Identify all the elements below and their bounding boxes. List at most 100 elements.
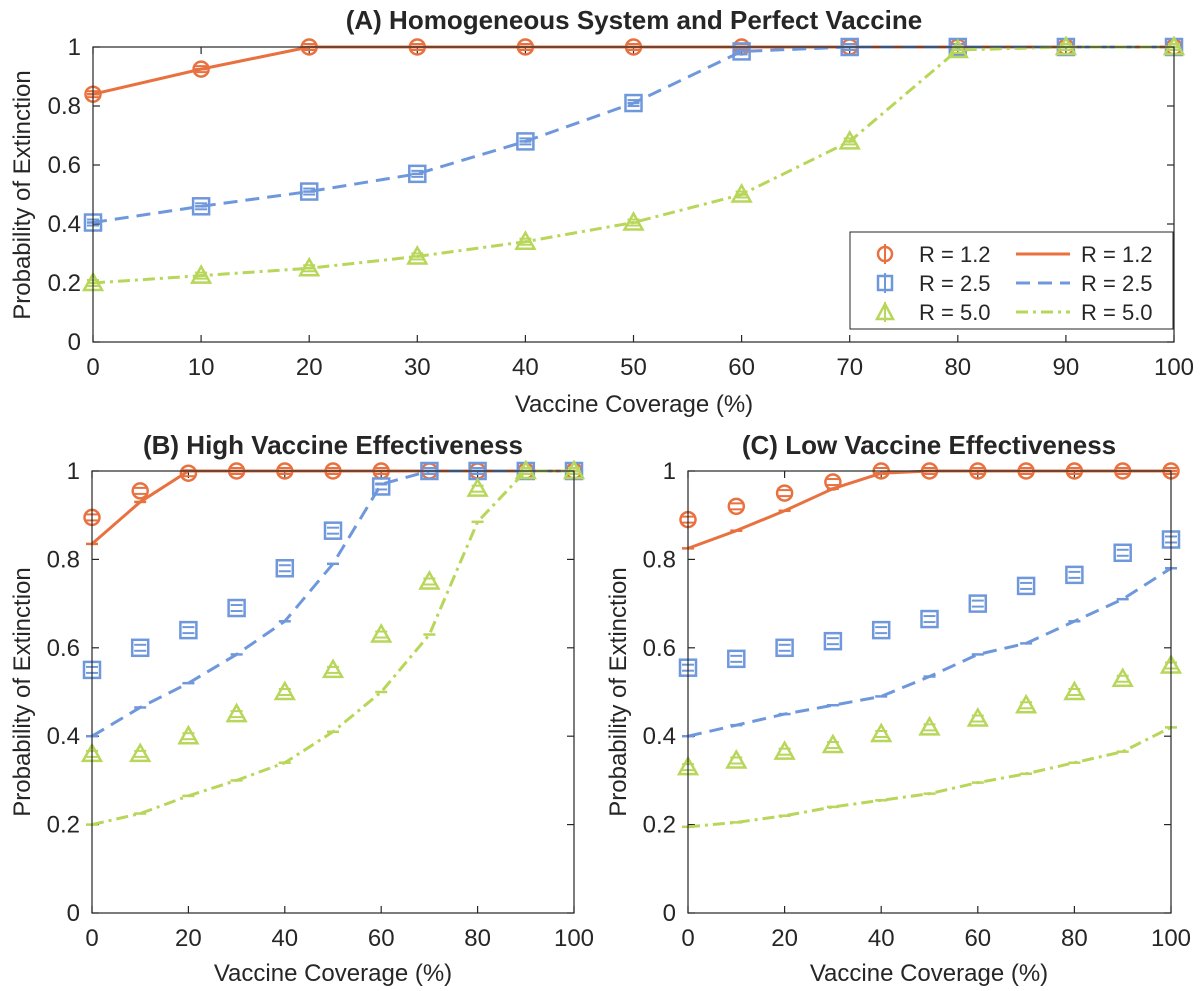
panel-a-ticks: 0 10 20 30 40 50 60 70 80 90 100 0 0.2 0.4 0.6 0.8 1 xyxy=(48,34,1194,381)
x-tick-label: 80 xyxy=(464,925,491,952)
x-tick-label: 20 xyxy=(175,925,202,952)
legend-entry-line-r12: R = 1.2 xyxy=(1016,242,1153,267)
panel-c-xlabel: Vaccine Coverage (%) xyxy=(810,960,1048,987)
marker-triangle-r50 xyxy=(514,459,537,480)
y-tick-label: 0.6 xyxy=(48,152,81,179)
x-tick-label: 30 xyxy=(404,354,431,381)
marker-circle-r12 xyxy=(727,497,746,516)
x-tick-label: 100 xyxy=(1151,925,1191,952)
marker-square-r25 xyxy=(732,42,751,61)
marker-square-r25 xyxy=(275,558,295,578)
marker-square-r25 xyxy=(227,598,246,618)
legend-entry-marker-r50: R = 5.0 xyxy=(874,300,991,325)
y-tick-label: 0 xyxy=(663,900,676,927)
marker-triangle-r50 xyxy=(418,569,441,590)
marker-triangle-r50 xyxy=(966,706,989,727)
marker-triangle-r50 xyxy=(870,722,893,743)
y-tick-label: 1 xyxy=(663,458,676,485)
marker-square-r25 xyxy=(516,132,535,151)
panel-b-ylabel: Probability of Extinction xyxy=(9,567,36,816)
marker-square-r25 xyxy=(179,620,198,640)
panel-a-title: (A) Homogeneous System and Perfect Vacci… xyxy=(346,5,923,35)
x-tick-label: 20 xyxy=(771,925,798,952)
marker-square-r25 xyxy=(1016,576,1036,596)
marker-triangle-r50 xyxy=(773,740,796,760)
marker-triangle-r50 xyxy=(321,658,345,679)
series-line-r50 xyxy=(687,726,1172,829)
x-tick-label: 0 xyxy=(681,925,694,952)
legend-label: R = 2.5 xyxy=(919,271,991,296)
panel-b-xlabel: Vaccine Coverage (%) xyxy=(214,960,452,987)
marker-square-r25 xyxy=(823,631,843,651)
marker-triangle-r50 xyxy=(821,733,845,754)
marker-circle-r12 xyxy=(131,482,149,500)
panel-b-title: (B) High Vaccine Effectiveness xyxy=(143,430,523,460)
marker-triangle-r50 xyxy=(725,748,748,769)
y-tick-label: 0.6 xyxy=(47,635,80,662)
y-tick-label: 0.4 xyxy=(47,723,80,750)
panel-b-plot xyxy=(80,459,586,827)
x-tick-label: 60 xyxy=(964,925,991,952)
panel-b: (B) High Vaccine Effectiveness Vaccine C… xyxy=(9,430,594,987)
marker-triangle-r50 xyxy=(622,210,645,231)
marker-circle-r12 xyxy=(775,484,794,502)
panel-a: (A) Homogeneous System and Perfect Vacci… xyxy=(9,5,1194,418)
legend-triangle-marker xyxy=(874,301,896,321)
x-tick-label: 10 xyxy=(188,354,215,381)
legend-label: R = 2.5 xyxy=(1081,271,1153,296)
panel-c-ylabel: Probability of Extinction xyxy=(605,567,632,816)
y-tick-label: 1 xyxy=(68,34,81,61)
x-tick-label: 70 xyxy=(836,354,863,381)
marker-triangle-r50 xyxy=(838,129,861,150)
marker-triangle-r50 xyxy=(225,702,248,723)
marker-square-r25 xyxy=(727,649,746,669)
panel-c-axes-box xyxy=(687,470,1172,914)
marker-square-r25 xyxy=(1065,565,1084,585)
series-line-r50 xyxy=(91,469,574,827)
marker-triangle-r50 xyxy=(1111,667,1134,687)
marker-triangle-r50 xyxy=(189,264,213,284)
y-tick-label: 0.2 xyxy=(643,812,676,839)
marker-triangle-r50 xyxy=(1054,35,1078,56)
marker-square-r25 xyxy=(968,594,988,613)
x-tick-label: 60 xyxy=(728,354,755,381)
y-tick-label: 0.4 xyxy=(48,211,81,238)
x-tick-label: 80 xyxy=(944,354,971,381)
x-tick-label: 90 xyxy=(1053,354,1080,381)
marker-triangle-r50 xyxy=(406,244,429,265)
marker-triangle-r50 xyxy=(466,477,489,497)
marker-square-r25 xyxy=(775,638,794,658)
marker-square-r25 xyxy=(191,197,211,216)
x-tick-label: 50 xyxy=(620,354,647,381)
series-line-r25 xyxy=(92,45,1174,225)
legend-circle-marker xyxy=(876,245,894,263)
marker-triangle-r50 xyxy=(514,230,537,250)
y-tick-label: 0.8 xyxy=(47,546,80,573)
marker-square-r25 xyxy=(323,521,343,540)
marker-square-r25 xyxy=(371,477,391,496)
y-tick-label: 1 xyxy=(67,458,80,485)
series-line-r25 xyxy=(687,566,1172,738)
marker-triangle-r50 xyxy=(298,256,321,277)
legend-label: R = 5.0 xyxy=(1081,300,1153,325)
legend-entry-line-r50: R = 5.0 xyxy=(1016,300,1153,325)
marker-triangle-r50 xyxy=(946,38,969,59)
y-tick-label: 0.8 xyxy=(48,93,81,120)
marker-square-r25 xyxy=(130,638,150,658)
marker-triangle-r50 xyxy=(918,715,941,736)
legend-entry-marker-r12: R = 1.2 xyxy=(876,242,991,267)
legend-label: R = 5.0 xyxy=(919,300,991,325)
legend-entry-marker-r25: R = 2.5 xyxy=(876,271,991,296)
marker-triangle-r50 xyxy=(730,182,753,203)
panel-b-axes-box xyxy=(91,470,575,914)
panel-a-ylabel: Probability of Extinction xyxy=(9,70,36,319)
marker-square-r25 xyxy=(1113,543,1132,563)
marker-square-r25 xyxy=(408,164,427,184)
marker-triangle-r50 xyxy=(177,724,200,745)
y-tick-label: 0 xyxy=(67,900,80,927)
series-line-r25 xyxy=(91,469,574,738)
marker-circle-r12 xyxy=(824,473,842,491)
x-tick-label: 40 xyxy=(868,925,895,952)
panel-a-xlabel: Vaccine Coverage (%) xyxy=(515,391,753,418)
